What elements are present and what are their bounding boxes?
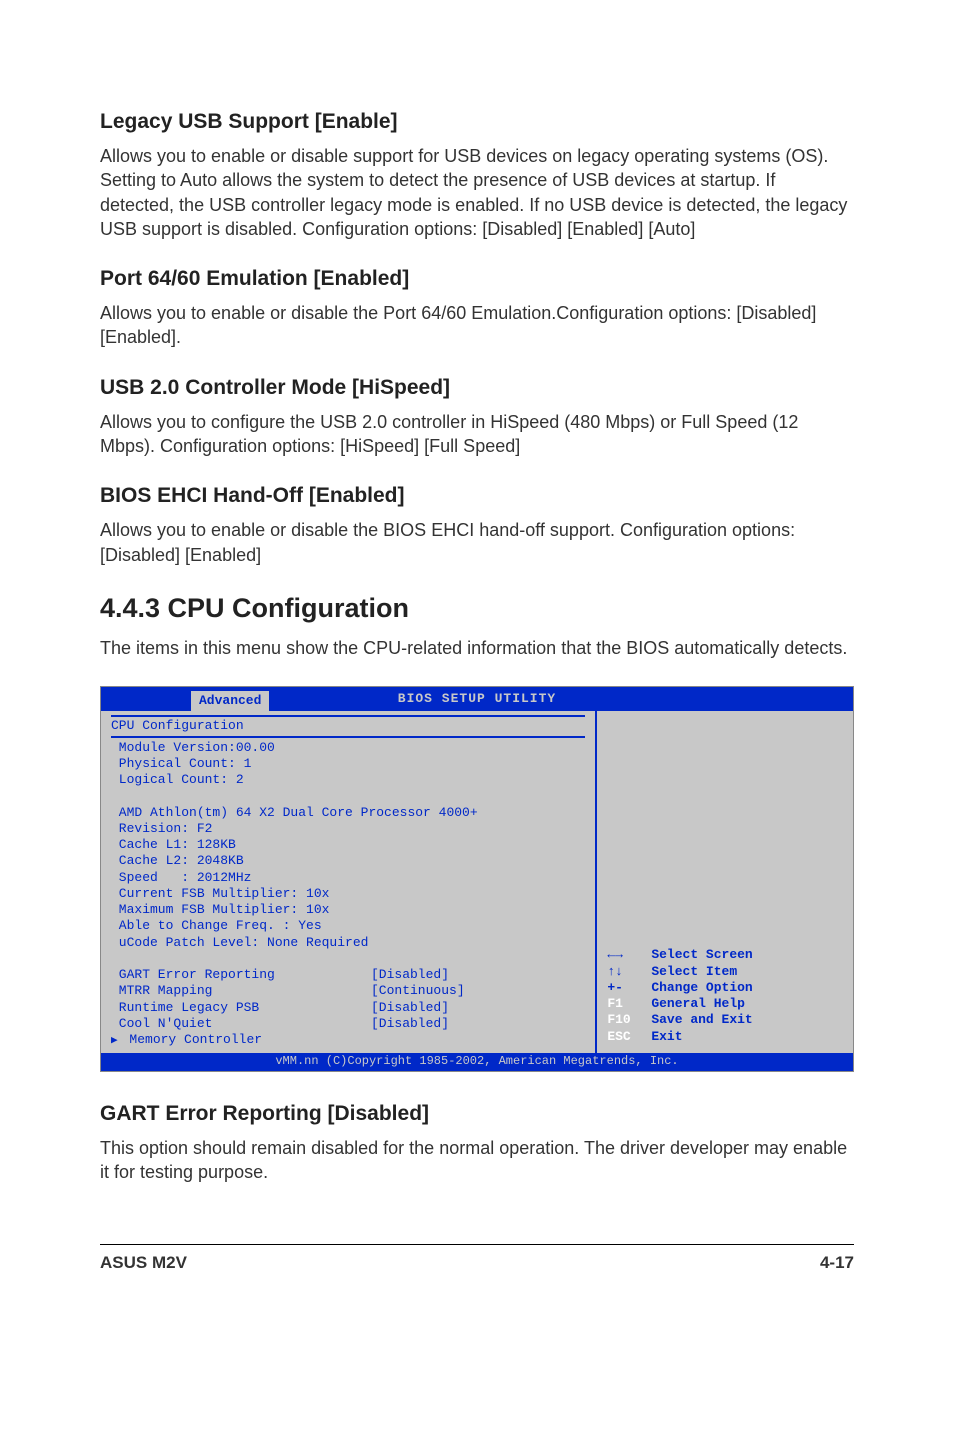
bios-help-row: +-Change Option (607, 980, 843, 996)
body-legacy-usb: Allows you to enable or disable support … (100, 144, 854, 241)
bios-submenu-label: Memory Controller (122, 1032, 262, 1047)
bios-info-line: Physical Count: 1 (111, 756, 585, 772)
bios-setting-label: Cool N'Quiet (111, 1016, 371, 1032)
bios-help-label: Save and Exit (651, 1012, 752, 1028)
heading-ehci: BIOS EHCI Hand-Off [Enabled] (100, 484, 854, 508)
body-ehci: Allows you to enable or disable the BIOS… (100, 518, 854, 567)
page-footer: ASUS M2V 4-17 (100, 1244, 854, 1273)
body-port6460: Allows you to enable or disable the Port… (100, 301, 854, 350)
heading-cpu-config: 4.4.3 CPU Configuration (100, 593, 854, 624)
bios-help-key: F10 (607, 1012, 651, 1028)
bios-info-line: Maximum FSB Multiplier: 10x (111, 902, 585, 918)
bios-help-row: F1General Help (607, 996, 843, 1012)
bios-left-panel: CPU Configuration Module Version:00.00 P… (101, 711, 597, 1053)
bios-help-row: F10Save and Exit (607, 1012, 843, 1028)
bios-info-line: uCode Patch Level: None Required (111, 935, 585, 951)
bios-setting-value: [Disabled] (371, 967, 449, 983)
bios-body: CPU Configuration Module Version:00.00 P… (101, 711, 853, 1053)
page-content: Legacy USB Support [Enable] Allows you t… (0, 0, 954, 1333)
bios-info-line: Speed : 2012MHz (111, 870, 585, 886)
bios-setting-runtime-psb[interactable]: Runtime Legacy PSB [Disabled] (111, 1000, 585, 1016)
bios-help-label: Exit (651, 1029, 682, 1045)
bios-help-row: ↑↓Select Item (607, 964, 843, 980)
bios-setting-label: MTRR Mapping (111, 983, 371, 999)
bios-section-title: CPU Configuration (111, 715, 585, 737)
body-cpu-config: The items in this menu show the CPU-rela… (100, 636, 854, 660)
bios-copyright: vMM.nn (C)Copyright 1985-2002, American … (101, 1053, 853, 1071)
bios-setting-value: [Continuous] (371, 983, 465, 999)
bios-help-key: ESC (607, 1029, 651, 1045)
bios-setting-value: [Disabled] (371, 1016, 449, 1032)
triangle-icon: ▶ (111, 1035, 118, 1047)
bios-help-key: F1 (607, 996, 651, 1012)
bios-right-panel: ←→Select Screen ↑↓Select Item +-Change O… (597, 711, 853, 1053)
bios-help-label: General Help (651, 996, 745, 1012)
bios-info-line: Revision: F2 (111, 821, 585, 837)
bios-info-line: Cache L2: 2048KB (111, 853, 585, 869)
footer-product: ASUS M2V (100, 1253, 187, 1273)
bios-info-line: Current FSB Multiplier: 10x (111, 886, 585, 902)
bios-info-line: AMD Athlon(tm) 64 X2 Dual Core Processor… (111, 805, 585, 821)
bios-blank (111, 951, 585, 967)
bios-info-line: Logical Count: 2 (111, 772, 585, 788)
bios-setting-value: [Disabled] (371, 1000, 449, 1016)
footer-page-number: 4-17 (820, 1253, 854, 1273)
bios-help-key: ←→ (607, 947, 651, 963)
body-usb20: Allows you to configure the USB 2.0 cont… (100, 410, 854, 459)
bios-setting-coolnquiet[interactable]: Cool N'Quiet [Disabled] (111, 1016, 585, 1032)
bios-title: BIOS SETUP UTILITY (101, 691, 853, 707)
bios-help-key: +- (607, 980, 651, 996)
bios-setting-mtrr[interactable]: MTRR Mapping [Continuous] (111, 983, 585, 999)
bios-blank (111, 788, 585, 804)
heading-legacy-usb: Legacy USB Support [Enable] (100, 110, 854, 134)
bios-setting-label: GART Error Reporting (111, 967, 371, 983)
bios-setting-label: Runtime Legacy PSB (111, 1000, 371, 1016)
heading-gart: GART Error Reporting [Disabled] (100, 1102, 854, 1126)
bios-help-label: Change Option (651, 980, 752, 996)
bios-info-line: Module Version:00.00 (111, 740, 585, 756)
bios-help-row: ESCExit (607, 1029, 843, 1045)
bios-help-label: Select Item (651, 964, 737, 980)
bios-titlebar: BIOS SETUP UTILITY Advanced (101, 687, 853, 711)
bios-submenu-memory[interactable]: ▶ Memory Controller (111, 1032, 585, 1049)
heading-port6460: Port 64/60 Emulation [Enabled] (100, 267, 854, 291)
bios-info-line: Cache L1: 128KB (111, 837, 585, 853)
bios-help-row: ←→Select Screen (607, 947, 843, 963)
bios-help-key: ↑↓ (607, 964, 651, 980)
heading-usb20: USB 2.0 Controller Mode [HiSpeed] (100, 376, 854, 400)
bios-info-line: Able to Change Freq. : Yes (111, 918, 585, 934)
bios-help-label: Select Screen (651, 947, 752, 963)
body-gart: This option should remain disabled for t… (100, 1136, 854, 1185)
bios-screenshot: BIOS SETUP UTILITY Advanced CPU Configur… (100, 686, 854, 1072)
bios-setting-gart[interactable]: GART Error Reporting [Disabled] (111, 967, 585, 983)
